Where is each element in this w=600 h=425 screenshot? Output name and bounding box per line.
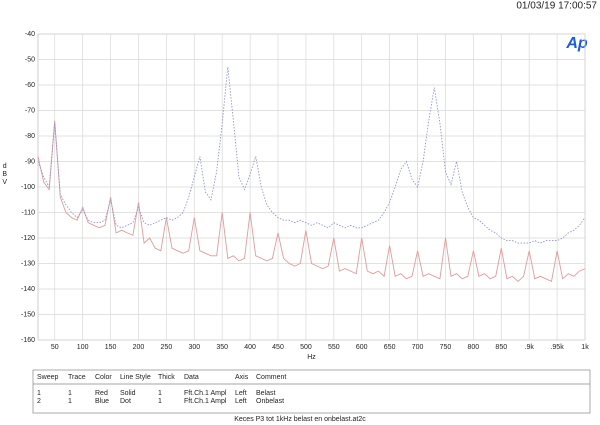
x-tick-label: .9k (525, 344, 535, 351)
x-tick-label: 250 (161, 344, 173, 351)
table-cell: 1 (68, 390, 72, 397)
y-axis-label: dBV (1, 163, 8, 187)
y-tick-label: -50 (25, 56, 35, 63)
x-tick-label: 500 (300, 344, 312, 351)
x-tick-label: 100 (77, 344, 89, 351)
table-cell: Red (95, 390, 108, 397)
table-cell: 1 (68, 398, 72, 405)
x-tick-label: 300 (188, 344, 200, 351)
x-tick-label: 350 (216, 344, 228, 351)
table-cell: 1 (37, 390, 41, 397)
table-cell: Belast (256, 390, 276, 397)
y-tick-label: -110 (22, 209, 36, 216)
logo: Ap (565, 35, 588, 52)
table-header: Thick (158, 374, 175, 381)
x-tick-label: 50 (51, 344, 59, 351)
x-axis-label: Hz (307, 354, 316, 361)
table-frame (32, 369, 591, 414)
x-tick-label: 200 (133, 344, 145, 351)
table-header: Axis (235, 374, 249, 381)
table-cell: Onbelast (256, 398, 284, 405)
y-tick-label: -80 (25, 133, 35, 140)
y-tick-label: -150 (21, 311, 35, 318)
table-cell: Solid (120, 390, 136, 397)
y-tick-label: -60 (25, 82, 35, 89)
x-tick-label: 750 (440, 344, 452, 351)
x-tick-label: 650 (384, 344, 396, 351)
x-tick-label: 150 (105, 344, 117, 351)
y-tick-label: -140 (21, 286, 35, 293)
x-tick-label: 400 (244, 344, 256, 351)
series-line (37, 67, 586, 244)
y-tick-label: -100 (21, 184, 35, 191)
table-cell: 1 (158, 398, 162, 405)
x-tick-label: 700 (412, 344, 424, 351)
table-header: Trace (68, 374, 86, 381)
y-tick-label: -120 (21, 235, 35, 242)
table-cell: 2 (37, 398, 41, 405)
table-cell: 1 (158, 390, 162, 397)
y-tick-label: -40 (25, 31, 35, 38)
x-tick-label: 450 (272, 344, 284, 351)
table-cell: Blue (95, 398, 109, 405)
table-header: Line Style (120, 374, 151, 381)
table-cell: Fft.Ch.1 Ampl (184, 398, 227, 405)
table-cell: Left (235, 398, 247, 405)
x-tick-label: 850 (495, 344, 507, 351)
table-cell: Dot (120, 398, 131, 405)
series-line (37, 120, 586, 283)
table-header: Sweep (37, 374, 59, 381)
x-tick-label: 800 (468, 344, 480, 351)
x-tick-label: 600 (356, 344, 368, 351)
y-tick-label: -160 (21, 337, 35, 344)
x-tick-label: .95k (550, 344, 564, 351)
x-tick-label: 1k (581, 344, 589, 351)
table-header: Data (184, 374, 199, 381)
y-tick-label: -130 (21, 260, 35, 267)
footer: Keces P3 tot 1kHz belast en onbelast.at2… (234, 416, 366, 423)
y-tick-label: -70 (25, 107, 35, 114)
y-tick-label: -90 (25, 158, 35, 165)
table-header: Color (95, 374, 112, 381)
table-header: Comment (256, 374, 286, 381)
table-cell: Left (235, 390, 247, 397)
x-tick-label: 550 (328, 344, 340, 351)
timestamp: 01/03/19 17:00:57 (516, 1, 597, 12)
table-cell: Fft.Ch.1 Ampl (184, 390, 227, 397)
